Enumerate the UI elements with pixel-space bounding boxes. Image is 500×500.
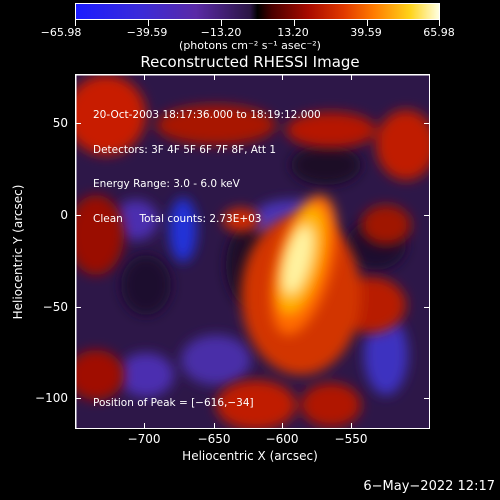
y-tick-label: −50 — [42, 300, 68, 314]
x-tick — [351, 74, 352, 80]
colorbar-tick — [221, 20, 222, 26]
y-tick-label: 50 — [52, 116, 68, 130]
x-tick — [214, 423, 215, 429]
timestamp: 6−May−2022 12:17 — [363, 479, 495, 494]
colorbar-tick — [439, 20, 440, 26]
flare-source — [271, 195, 337, 335]
colorbar-label: −13.20 — [200, 26, 242, 39]
colorbar-label: 13.20 — [277, 26, 309, 39]
colorbar-tick — [75, 20, 76, 26]
y-tick — [75, 398, 81, 399]
y-axis-label: Heliocentric Y (arcsec) — [11, 184, 25, 320]
colorbar-units: (photons cm⁻² s⁻¹ asec⁻²) — [179, 39, 321, 52]
peak-position: Position of Peak = [−616,−34] — [93, 397, 254, 409]
rhessi-image-panel: 20-Oct-2003 18:17:36.000 to 18:19:12.000… — [75, 74, 430, 429]
x-tick — [144, 74, 145, 80]
info-line: Energy Range: 3.0 - 6.0 keV — [93, 178, 240, 190]
colorbar — [75, 3, 440, 20]
observation-info: 20-Oct-2003 18:17:36.000 to 18:19:12.000… — [93, 87, 321, 248]
x-tick — [144, 423, 145, 429]
y-tick — [424, 215, 430, 216]
y-tick — [424, 307, 430, 308]
colorbar-label: 65.98 — [423, 26, 455, 39]
colorbar-tick — [367, 20, 368, 26]
info-line: Clean Total counts: 2.73E+03 — [93, 212, 262, 225]
x-tick-label: −650 — [197, 432, 231, 446]
rhessi-image — [76, 75, 429, 428]
colorbar-tick — [148, 20, 149, 26]
y-tick — [424, 398, 430, 399]
x-tick-label: −600 — [265, 432, 299, 446]
x-tick — [214, 74, 215, 80]
y-tick-label: 0 — [60, 208, 68, 222]
info-line: Detectors: 3F 4F 5F 6F 7F 8F, Att 1 — [93, 143, 277, 156]
colorbar-label: −65.98 — [40, 26, 82, 39]
y-tick — [75, 307, 81, 308]
negative-regions — [114, 198, 408, 397]
x-tick — [282, 423, 283, 429]
y-tick — [424, 123, 430, 124]
x-tick-label: −550 — [334, 432, 368, 446]
x-tick-label: −700 — [127, 432, 161, 446]
colorbar-tick — [294, 20, 295, 26]
x-tick — [282, 74, 283, 80]
x-tick — [351, 423, 352, 429]
y-tick — [75, 215, 81, 216]
plot-title: Reconstructed RHESSI Image — [140, 53, 360, 71]
info-line: 20-Oct-2003 18:17:36.000 to 18:19:12.000 — [93, 109, 321, 121]
colorbar-label: −39.59 — [126, 26, 168, 39]
x-axis-label: Heliocentric X (arcsec) — [182, 449, 318, 463]
colorbar-label: 39.59 — [350, 26, 382, 39]
y-tick-label: −100 — [35, 391, 68, 405]
y-tick — [75, 123, 81, 124]
